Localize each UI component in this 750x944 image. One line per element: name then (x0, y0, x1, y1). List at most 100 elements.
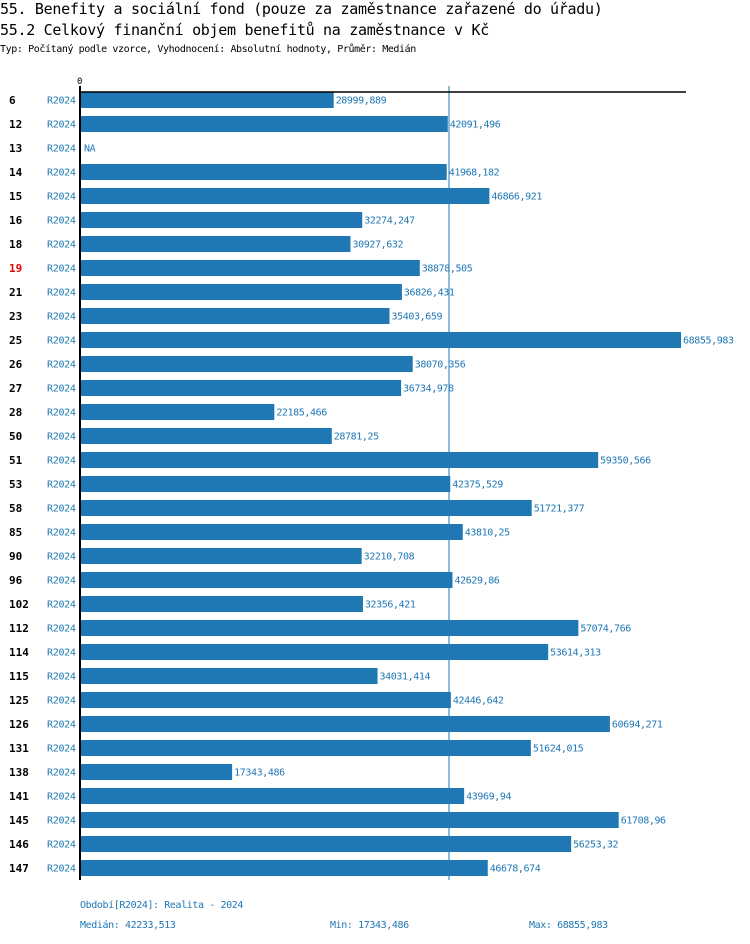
category-label: 145 (9, 814, 29, 827)
category-label: 16 (9, 214, 23, 227)
category-label: 90 (9, 550, 22, 563)
category-label: 85 (9, 526, 22, 539)
bar (81, 716, 610, 732)
category-label: 114 (9, 646, 29, 659)
value-label: 35403,659 (392, 312, 443, 323)
value-label: 56253,32 (573, 840, 618, 851)
category-label: 50 (9, 430, 22, 443)
value-label: 32210,708 (364, 552, 415, 563)
period-label: R2024 (47, 624, 76, 635)
value-label: 57074,766 (580, 624, 631, 635)
bar (81, 452, 599, 468)
median-stat: Medián: 42233,513 (80, 920, 176, 931)
bar (81, 548, 362, 564)
bar (81, 332, 681, 348)
category-label: 18 (9, 238, 22, 251)
category-label: 147 (9, 862, 29, 875)
bar (81, 236, 351, 252)
bar (81, 404, 275, 420)
period-label: R2024 (47, 312, 76, 323)
period-label: R2024 (47, 480, 76, 491)
bar (81, 524, 463, 540)
max-stat: Max: 68855,983 (529, 920, 608, 931)
bar (81, 500, 532, 516)
period-label: R2024 (47, 864, 76, 875)
category-label: 125 (9, 694, 29, 707)
period-label: R2024 (47, 600, 76, 611)
bar (81, 596, 363, 612)
category-label: 96 (9, 574, 23, 587)
period-label: R2024 (47, 96, 76, 107)
category-label: 28 (9, 406, 22, 419)
category-label: 51 (9, 454, 23, 467)
value-label: 51624,015 (533, 744, 584, 755)
period-label: R2024 (47, 816, 76, 827)
period-label: R2024 (47, 456, 76, 467)
period-label: R2024 (47, 840, 76, 851)
value-label: 41968,182 (449, 168, 500, 179)
value-label: 46678,674 (490, 864, 541, 875)
value-label: 53614,313 (550, 648, 601, 659)
category-label: 12 (9, 118, 22, 131)
value-label: 32356,421 (365, 600, 416, 611)
category-label: 14 (9, 166, 23, 179)
period-legend: Období[R2024]: Realita - 2024 (80, 900, 243, 911)
value-label: 51721,377 (534, 504, 585, 515)
chart-title: 55.2 Celkový finanční objem benefitů na … (0, 21, 489, 39)
value-label: 60694,271 (612, 720, 663, 731)
period-label: R2024 (47, 360, 76, 371)
period-label: R2024 (47, 720, 76, 731)
period-label: R2024 (47, 576, 76, 587)
category-label: 15 (9, 190, 22, 203)
bar (81, 572, 453, 588)
category-label: 6 (9, 94, 16, 107)
category-label: 102 (9, 598, 29, 611)
period-label: R2024 (47, 648, 76, 659)
bar (81, 164, 447, 180)
value-label: 61708,96 (621, 816, 666, 827)
category-label: 146 (9, 838, 29, 851)
period-label: R2024 (47, 216, 76, 227)
category-label: 13 (9, 142, 22, 155)
period-label: R2024 (47, 288, 76, 299)
bar (81, 644, 549, 660)
value-label: 36826,431 (404, 288, 455, 299)
category-label: 23 (9, 310, 22, 323)
value-label: 34031,414 (380, 672, 431, 683)
category-label: 27 (9, 382, 22, 395)
value-label: 38070,356 (415, 360, 466, 371)
period-label: R2024 (47, 504, 76, 515)
bar (81, 356, 413, 372)
bar (81, 116, 448, 132)
value-label: 42629,86 (454, 576, 499, 587)
value-label: 22185,466 (276, 408, 327, 419)
value-label: 28781,25 (334, 432, 379, 443)
value-label: 42446,642 (453, 696, 504, 707)
category-label: 53 (9, 478, 22, 491)
category-label: 141 (9, 790, 29, 803)
bar (81, 188, 490, 204)
bar (81, 380, 402, 396)
category-label: 25 (9, 334, 22, 347)
x-tick-label-zero: 0 (77, 77, 82, 87)
category-label: 131 (9, 742, 29, 755)
period-label: R2024 (47, 264, 76, 275)
value-label: 43969,94 (466, 792, 511, 803)
bar (81, 836, 572, 852)
period-label: R2024 (47, 384, 76, 395)
period-label: R2024 (47, 672, 76, 683)
bar (81, 308, 390, 324)
bar (81, 860, 488, 876)
value-label: 28999,889 (336, 96, 387, 107)
chart-meta: Typ: Počítaný podle vzorce, Vyhodnocení:… (0, 44, 416, 55)
bar (81, 92, 334, 108)
value-label: 17343,486 (234, 768, 285, 779)
category-label: 19 (9, 262, 22, 275)
period-label: R2024 (47, 432, 76, 443)
period-label: R2024 (47, 120, 76, 131)
bar (81, 788, 465, 804)
category-label: 26 (9, 358, 23, 371)
category-label: 138 (9, 766, 29, 779)
category-label: 126 (9, 718, 29, 731)
